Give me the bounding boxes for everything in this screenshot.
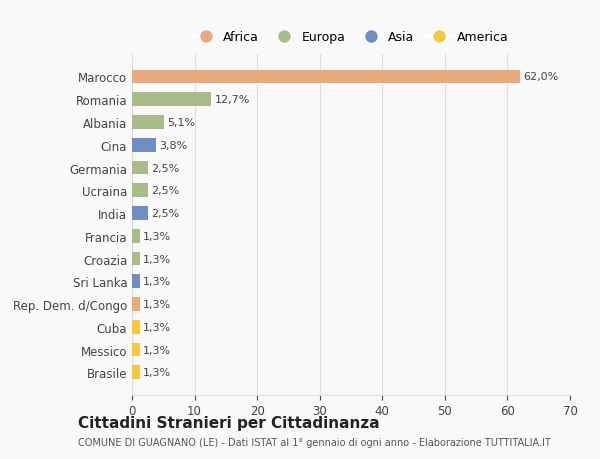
Text: COMUNE DI GUAGNANO (LE) - Dati ISTAT al 1° gennaio di ogni anno - Elaborazione T: COMUNE DI GUAGNANO (LE) - Dati ISTAT al … bbox=[78, 437, 551, 447]
Legend: Africa, Europa, Asia, America: Africa, Europa, Asia, America bbox=[190, 28, 512, 48]
Bar bbox=[132, 207, 148, 220]
Text: 2,5%: 2,5% bbox=[151, 208, 179, 218]
Bar bbox=[132, 93, 211, 107]
Text: 2,5%: 2,5% bbox=[151, 163, 179, 173]
Bar bbox=[132, 320, 140, 334]
Text: 1,3%: 1,3% bbox=[143, 322, 172, 332]
Text: 3,8%: 3,8% bbox=[159, 140, 187, 151]
Bar bbox=[132, 275, 140, 289]
Bar bbox=[132, 230, 140, 243]
Text: 1,3%: 1,3% bbox=[143, 299, 172, 309]
Text: 5,1%: 5,1% bbox=[167, 118, 195, 128]
Text: 1,3%: 1,3% bbox=[143, 254, 172, 264]
Text: 1,3%: 1,3% bbox=[143, 231, 172, 241]
Bar bbox=[132, 343, 140, 357]
Text: Cittadini Stranieri per Cittadinanza: Cittadini Stranieri per Cittadinanza bbox=[78, 415, 380, 430]
Text: 62,0%: 62,0% bbox=[523, 73, 559, 82]
Bar bbox=[132, 139, 156, 152]
Text: 12,7%: 12,7% bbox=[215, 95, 250, 105]
Bar bbox=[132, 71, 520, 84]
Bar bbox=[132, 184, 148, 198]
Text: 1,3%: 1,3% bbox=[143, 368, 172, 377]
Text: 1,3%: 1,3% bbox=[143, 345, 172, 355]
Bar bbox=[132, 161, 148, 175]
Bar bbox=[132, 116, 164, 129]
Text: 2,5%: 2,5% bbox=[151, 186, 179, 196]
Bar bbox=[132, 297, 140, 311]
Bar bbox=[132, 366, 140, 379]
Text: 1,3%: 1,3% bbox=[143, 277, 172, 287]
Bar bbox=[132, 252, 140, 266]
